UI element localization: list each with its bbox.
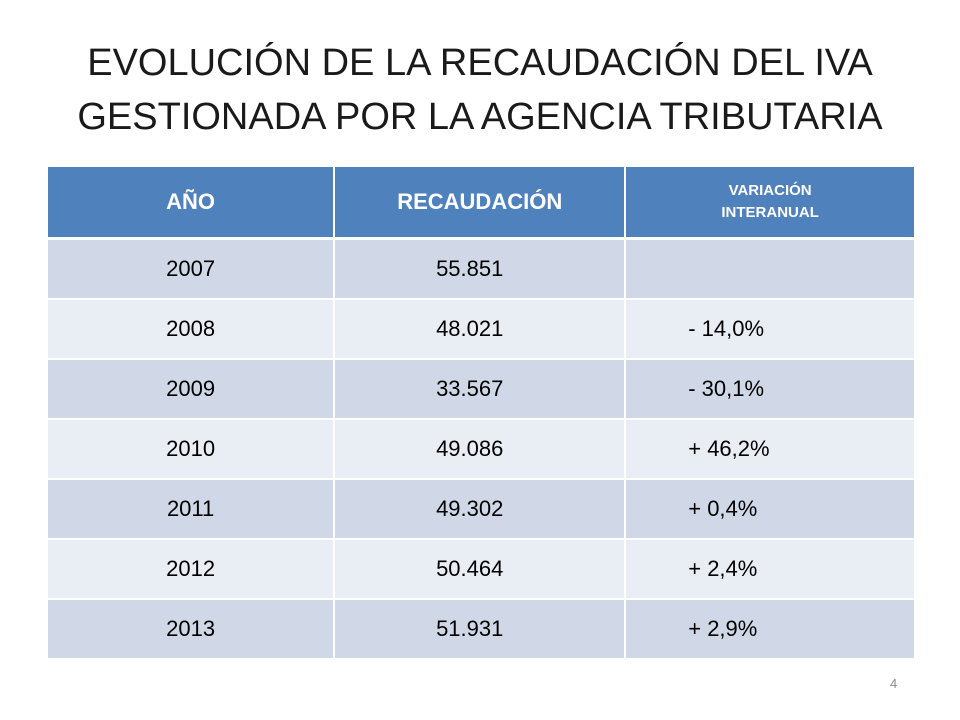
cell-year: 2008 [48,299,336,360]
slide-title-line-1: EVOLUCIÓN DE LA RECAUDACIÓN DEL IVA [87,42,873,84]
cell-revenue: 49.086 [334,419,627,480]
table-row: 2007 55.851 [48,238,914,300]
table-row: 2013 51.931 + 2,9% [48,599,914,660]
cell-revenue: 50.464 [334,539,627,600]
cell-year: 2012 [48,539,336,600]
cell-revenue-value: 49.302 [436,496,504,521]
table-row: 2012 50.464 + 2,4% [48,539,914,600]
table-row: 2010 49.086 + 46,2% [48,419,914,480]
cell-annual-change-value: + 0,4% [688,496,758,521]
table-row: 2011 49.302 + 0,4% [48,479,914,540]
cell-annual-change: + 0,4% [625,479,914,540]
header-annual-change-line-2: INTERANUAL [721,204,819,221]
cell-annual-change-value: + 46,2% [688,436,770,461]
cell-year: 2010 [48,419,336,480]
cell-revenue-value: 51.931 [436,616,504,641]
table-row: 2009 33.567 - 30,1% [48,359,914,420]
header-annual-change-line-1: VARIACIÓN [728,182,812,199]
cell-annual-change: - 30,1% [625,359,914,420]
page-number: 4 [890,676,898,691]
cell-annual-change [625,238,914,300]
cell-annual-change-value: + 2,4% [688,556,758,581]
cell-revenue-value: 49.086 [436,436,504,461]
table-row: 2008 48.021 - 14,0% [48,299,914,360]
table-header-row: AÑO RECAUDACIÓN VARIACIÓN INTERANUAL [48,167,914,240]
cell-year: 2007 [48,238,336,300]
cell-revenue-value: 33.567 [436,376,504,401]
cell-annual-change: - 14,0% [625,299,914,360]
cell-year: 2009 [48,359,336,420]
header-annual-change: VARIACIÓN INTERANUAL [625,167,914,240]
header-year: AÑO [48,167,336,240]
cell-revenue: 55.851 [334,238,627,300]
vat-revenue-table: AÑO RECAUDACIÓN VARIACIÓN INTERANUAL 200… [48,167,914,660]
cell-annual-change-value: - 30,1% [688,376,765,401]
cell-revenue: 51.931 [334,599,627,660]
cell-revenue: 33.567 [334,359,627,420]
cell-year: 2011 [48,479,336,540]
cell-year: 2013 [48,599,336,660]
cell-annual-change: + 2,9% [625,599,914,660]
slide-title: EVOLUCIÓN DE LA RECAUDACIÓN DEL IVA GEST… [40,36,920,144]
cell-revenue-value: 50.464 [436,556,504,581]
cell-revenue-value: 55.851 [436,256,504,281]
cell-annual-change: + 2,4% [625,539,914,600]
cell-annual-change-value: + 2,9% [688,616,758,641]
header-revenue: RECAUDACIÓN [334,167,627,240]
cell-revenue-value: 48.021 [436,316,504,341]
cell-revenue: 48.021 [334,299,627,360]
cell-revenue: 49.302 [334,479,627,540]
cell-annual-change: + 46,2% [625,419,914,480]
cell-annual-change-value: - 14,0% [688,316,765,341]
slide-title-line-2: GESTIONADA POR LA AGENCIA TRIBUTARIA [77,96,883,138]
